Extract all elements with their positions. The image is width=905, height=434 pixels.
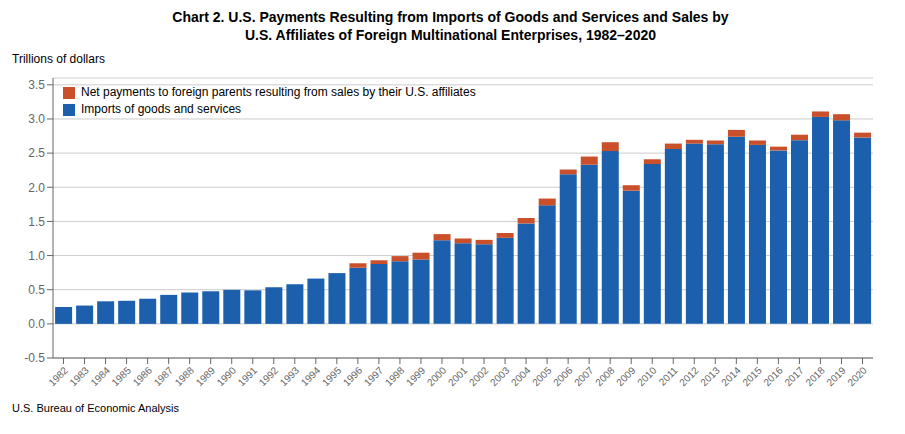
svg-text:2020: 2020 (845, 364, 869, 388)
svg-text:1989: 1989 (194, 364, 218, 388)
svg-text:2011: 2011 (657, 364, 680, 387)
svg-text:2014: 2014 (719, 364, 743, 388)
svg-text:1.0: 1.0 (28, 249, 45, 263)
svg-text:2.5: 2.5 (28, 146, 45, 160)
svg-text:1987: 1987 (152, 364, 176, 388)
svg-text:2013: 2013 (698, 364, 722, 388)
svg-text:1995: 1995 (320, 364, 344, 388)
svg-text:1985: 1985 (110, 364, 134, 388)
svg-text:2008: 2008 (593, 364, 617, 388)
html-text:Imports of goods and services: Imports of goods and services (81, 102, 242, 116)
svg-text:2009: 2009 (614, 364, 638, 388)
svg-text:1996: 1996 (341, 364, 365, 388)
svg-text:1984: 1984 (88, 364, 112, 388)
svg-text:1988: 1988 (173, 364, 197, 388)
html-text:U.S. Bureau of Economic Analys: U.S. Bureau of Economic Analysis (12, 402, 179, 414)
svg-text:1991: 1991 (236, 364, 260, 388)
svg-text:1998: 1998 (383, 364, 407, 388)
svg-text:2006: 2006 (551, 364, 575, 388)
svg-text:2002: 2002 (467, 364, 491, 388)
svg-text:2017: 2017 (782, 364, 806, 388)
svg-text:1999: 1999 (404, 364, 428, 388)
svg-text:1997: 1997 (362, 364, 386, 388)
svg-text:2019: 2019 (824, 364, 848, 388)
html-text:Chart 2. U.S. Payments Resulti: Chart 2. U.S. Payments Resulting from Im… (172, 9, 729, 43)
svg-text:2.0: 2.0 (28, 181, 45, 195)
svg-text:1986: 1986 (131, 364, 155, 388)
html-text:Net payments to foreign parent: Net payments to foreign parents resultin… (81, 85, 476, 99)
svg-text:0.0: 0.0 (28, 317, 45, 331)
svg-text:1990: 1990 (215, 364, 239, 388)
svg-text:2016: 2016 (761, 364, 785, 388)
svg-text:3.5: 3.5 (28, 78, 45, 92)
svg-text:1992: 1992 (257, 364, 281, 388)
svg-text:1982: 1982 (46, 364, 70, 388)
svg-text:2001: 2001 (446, 364, 470, 388)
svg-text:2004: 2004 (509, 364, 533, 388)
svg-text:-0.5: -0.5 (24, 351, 45, 365)
svg-text:2003: 2003 (488, 364, 512, 388)
svg-text:3.0: 3.0 (28, 112, 45, 126)
svg-text:2007: 2007 (572, 364, 596, 388)
svg-text:2010: 2010 (635, 364, 659, 388)
svg-text:1.5: 1.5 (28, 215, 45, 229)
svg-text:2000: 2000 (425, 364, 449, 388)
svg-text:1983: 1983 (67, 364, 91, 388)
svg-text:2018: 2018 (803, 364, 827, 388)
svg-text:2015: 2015 (740, 364, 764, 388)
svg-text:2005: 2005 (530, 364, 554, 388)
svg-text:1993: 1993 (278, 364, 302, 388)
html-text:Trillions of dollars: Trillions of dollars (12, 52, 105, 66)
svg-text:0.5: 0.5 (28, 283, 45, 297)
svg-text:2012: 2012 (677, 364, 701, 388)
svg-text:1994: 1994 (299, 364, 323, 388)
